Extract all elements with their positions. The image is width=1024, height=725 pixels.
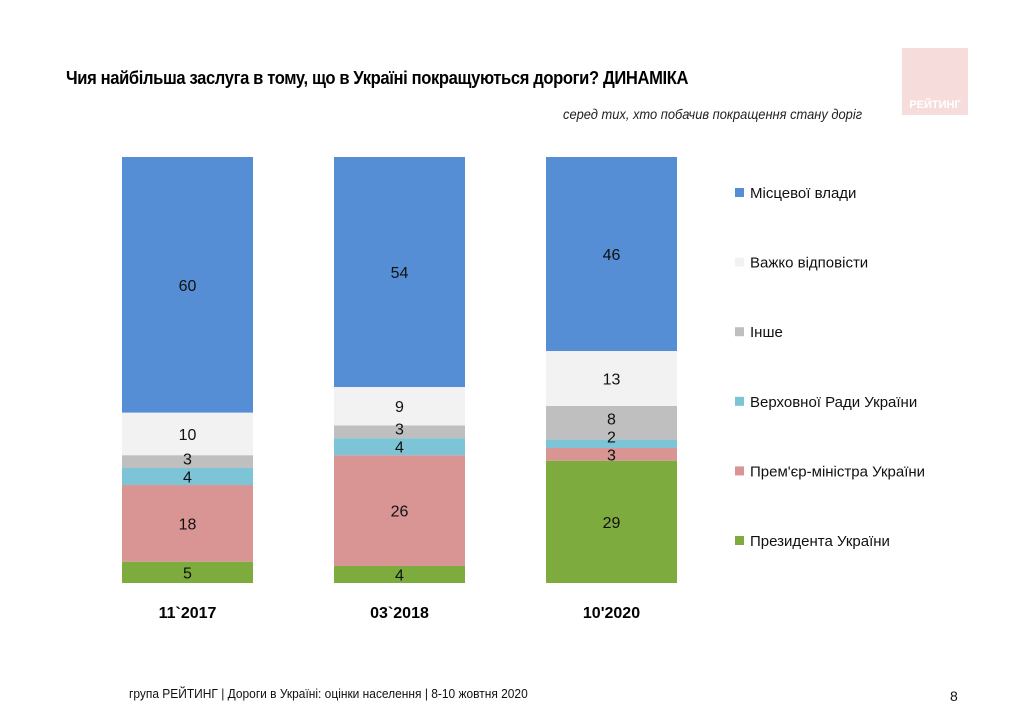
data-label: 3 — [395, 422, 404, 439]
bar-segment — [334, 455, 465, 566]
bar-segment — [546, 157, 677, 352]
data-label: 3 — [607, 447, 616, 464]
x-tick-label: 11`2017 — [159, 605, 217, 622]
chart-subtitle: серед тих, хто побачив покращення стану … — [562, 106, 862, 122]
bar-segment — [334, 425, 465, 439]
data-label: 4 — [395, 567, 404, 584]
legend-swatch — [735, 327, 744, 337]
data-label: 26 — [391, 504, 409, 521]
x-tick-label: 03`2018 — [370, 605, 429, 622]
bar-segment — [334, 157, 465, 388]
data-label: 9 — [395, 399, 404, 416]
legend-label: Президента України — [750, 533, 890, 550]
bar-segment — [546, 351, 677, 406]
bar-segment — [122, 412, 253, 456]
bar-segment — [122, 561, 253, 583]
bar-segment — [546, 439, 677, 449]
bar-segment — [334, 565, 465, 583]
data-label: 46 — [603, 247, 621, 264]
legend-label: Інше — [750, 324, 783, 341]
footer-text: група РЕЙТИНГ | Дороги в Україні: оцінки… — [129, 686, 528, 701]
data-label: 54 — [391, 265, 409, 282]
logo-text: РЕЙТИНГ — [909, 99, 961, 111]
page-number: 8 — [950, 688, 958, 704]
data-label: 2 — [607, 429, 616, 446]
bar-segment — [546, 460, 677, 583]
bar-segment — [122, 157, 253, 413]
legend-label: Верховної Ради України — [750, 394, 917, 411]
bar-segment — [546, 405, 677, 440]
data-label: 3 — [183, 452, 192, 469]
legend-swatch — [735, 257, 744, 267]
data-label: 8 — [607, 411, 616, 428]
legend-label: Прем'єр-міністра України — [750, 463, 925, 480]
legend-swatch — [735, 536, 744, 545]
data-label: 60 — [179, 278, 197, 295]
data-label: 10 — [179, 427, 197, 444]
rating-logo: РЕЙТИНГ — [902, 48, 968, 115]
data-label: 4 — [183, 470, 192, 487]
data-label: 4 — [395, 440, 404, 457]
legend-swatch — [735, 466, 744, 476]
bar-segment — [122, 455, 253, 468]
bar-segment — [122, 467, 253, 486]
legend-label: Місцевої влади — [750, 185, 856, 202]
chart-title: Чия найбільша заслуга в тому, що в Украї… — [66, 68, 689, 88]
bar-segment — [122, 485, 253, 562]
x-tick-label: 10'2020 — [583, 605, 640, 622]
legend-swatch — [735, 188, 744, 197]
data-label: 18 — [179, 516, 197, 533]
legend-label: Важко відповісти — [750, 255, 868, 272]
bar-segment — [546, 448, 677, 461]
data-label: 13 — [603, 371, 621, 388]
data-label: 5 — [183, 565, 192, 582]
legend-swatch — [735, 396, 744, 406]
data-label: 29 — [603, 515, 621, 532]
bar-segment — [334, 387, 465, 426]
bar-segment — [334, 438, 465, 456]
